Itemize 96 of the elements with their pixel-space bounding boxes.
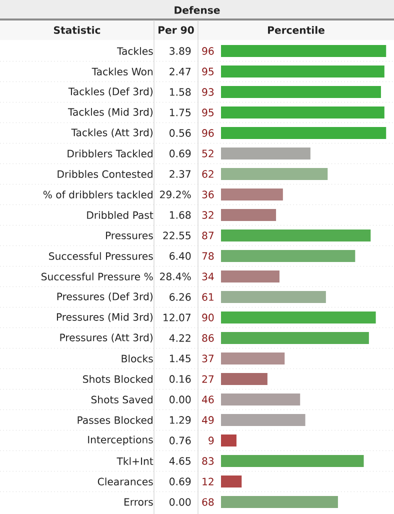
text: 1.29 xyxy=(170,416,191,424)
y-tick-label: Dribblers Tackled xyxy=(68,150,152,158)
bar xyxy=(221,250,356,262)
y-tick-label: Successful Pressure % xyxy=(42,272,153,280)
y-tick-label: Tkl+Int xyxy=(116,457,154,465)
bar xyxy=(221,168,328,180)
text: 2.47 xyxy=(170,68,191,76)
bar xyxy=(221,373,268,386)
bar xyxy=(221,476,242,488)
y-tick-label: Pressures xyxy=(106,232,153,240)
bar xyxy=(221,148,310,160)
bar xyxy=(221,434,236,447)
text: 0.00 xyxy=(170,498,191,506)
y-tick-label: Dribbled Past xyxy=(87,211,154,219)
data-label: 34 xyxy=(202,272,214,280)
bar xyxy=(221,332,369,344)
data-label: 61 xyxy=(202,293,214,301)
data-label: 96 xyxy=(202,47,214,55)
bar xyxy=(221,209,276,222)
text: 0.69 xyxy=(170,150,191,158)
text: 1.75 xyxy=(170,108,190,116)
text: 0.16 xyxy=(170,375,191,383)
text: Statistic xyxy=(54,26,100,34)
bar xyxy=(221,230,371,242)
bar xyxy=(221,312,376,324)
data-label: 87 xyxy=(202,232,214,240)
bar xyxy=(221,66,384,78)
y-tick-label: Pressures (Att 3rd) xyxy=(60,334,153,343)
y-tick-label: Shots Saved xyxy=(91,396,152,404)
data-label: 9 xyxy=(208,436,214,444)
y-tick-label: Dribbles Contested xyxy=(58,170,152,178)
y-tick-label: Tackles xyxy=(116,47,153,55)
data-label: 36 xyxy=(202,190,214,198)
data-label: 27 xyxy=(202,375,214,383)
bar xyxy=(221,86,381,98)
data-label: 52 xyxy=(202,150,214,158)
bar xyxy=(221,45,386,58)
y-tick-label: Tackles (Mid 3rd) xyxy=(68,108,153,118)
y-tick-label: Tackles (Att 3rd) xyxy=(71,128,153,138)
text: 1.68 xyxy=(170,211,191,219)
data-label: 96 xyxy=(202,129,214,137)
y-tick-label: Shots Blocked xyxy=(83,375,152,383)
y-tick-label: Passes Blocked xyxy=(78,416,152,424)
text: 28.4% xyxy=(160,272,191,280)
y-tick-label: Blocks xyxy=(122,354,153,362)
bar xyxy=(221,270,280,283)
bar xyxy=(221,496,338,508)
text: 0.76 xyxy=(170,436,191,444)
bar xyxy=(221,291,326,304)
data-label: 49 xyxy=(202,416,214,424)
text: 4.65 xyxy=(169,457,190,465)
text: 6.26 xyxy=(170,293,191,301)
bar xyxy=(221,188,283,201)
text: 1.45 xyxy=(170,354,190,362)
bar xyxy=(221,455,364,468)
y-tick-label: Tackles Won xyxy=(92,68,153,76)
text: 6.40 xyxy=(170,252,191,260)
text: Per 90 xyxy=(158,26,194,34)
text: 29.2% xyxy=(160,190,191,198)
bar xyxy=(221,106,384,119)
y-tick-label: Pressures (Def 3rd) xyxy=(57,292,153,302)
text: 22.55 xyxy=(163,232,190,240)
chart-title: Defense xyxy=(174,6,220,14)
y-tick-label: Pressures (Mid 3rd) xyxy=(56,313,153,322)
data-label: 90 xyxy=(202,314,214,322)
text: 4.22 xyxy=(169,334,190,342)
y-tick-label: Interceptions xyxy=(88,436,153,446)
x-axis-title: Percentile xyxy=(268,26,324,34)
data-label: 95 xyxy=(202,68,214,76)
data-label: 37 xyxy=(202,354,214,362)
text: 12.07 xyxy=(164,314,191,322)
text: 0.69 xyxy=(170,478,191,486)
data-label: 95 xyxy=(202,108,214,116)
data-label: 83 xyxy=(202,457,214,465)
data-label: 12 xyxy=(202,478,214,486)
y-tick-label: Errors xyxy=(124,498,153,506)
bar xyxy=(221,352,285,365)
data-label: 93 xyxy=(202,88,214,96)
bar xyxy=(221,394,300,406)
text: 0.56 xyxy=(170,129,191,137)
data-label: 46 xyxy=(202,396,214,404)
text: 3.89 xyxy=(170,47,191,55)
y-tick-label: Clearances xyxy=(98,478,153,486)
text: 1.58 xyxy=(170,88,191,96)
bar xyxy=(221,414,306,426)
y-tick-label: Successful Pressures xyxy=(49,252,153,260)
data-label: 86 xyxy=(202,334,214,342)
y-tick-label: Tackles (Def 3rd) xyxy=(68,88,153,97)
text: 0.00 xyxy=(170,396,191,404)
data-label: 62 xyxy=(202,170,214,178)
data-label: 32 xyxy=(202,211,214,219)
text: 2.37 xyxy=(170,170,191,178)
y-tick-label: % of dribblers tackled xyxy=(43,190,152,198)
bar xyxy=(221,127,386,140)
data-label: 78 xyxy=(202,252,214,260)
data-label: 68 xyxy=(202,498,214,506)
